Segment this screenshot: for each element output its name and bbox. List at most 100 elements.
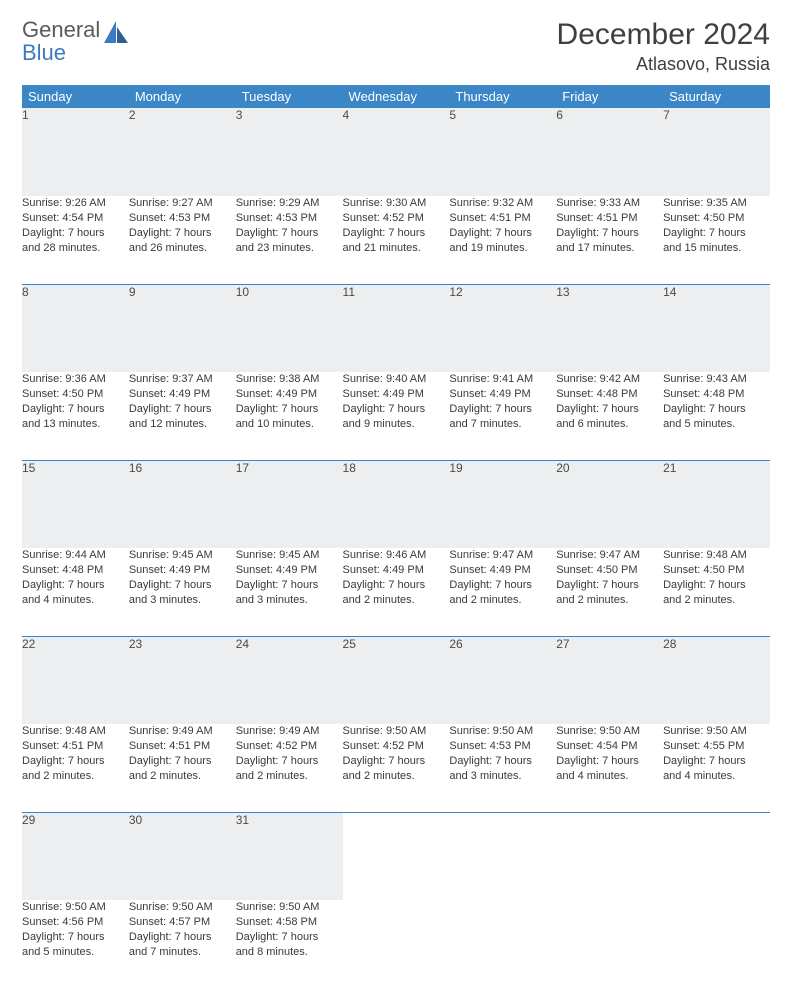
- day-info-line: Daylight: 7 hours: [236, 754, 343, 769]
- day-info-line: and 2 minutes.: [22, 769, 129, 784]
- day-number-cell: 18: [343, 460, 450, 548]
- day-number-cell: 14: [663, 284, 770, 372]
- day-info-line: and 4 minutes.: [22, 593, 129, 608]
- day-number-cell: 16: [129, 460, 236, 548]
- day-info-line: and 4 minutes.: [663, 769, 770, 784]
- logo: General Blue: [22, 18, 130, 64]
- month-title: December 2024: [557, 18, 770, 52]
- day-body-cell: Sunrise: 9:42 AMSunset: 4:48 PMDaylight:…: [556, 372, 663, 460]
- day-info-line: Sunrise: 9:48 AM: [22, 724, 129, 739]
- day-body-cell: Sunrise: 9:40 AMSunset: 4:49 PMDaylight:…: [343, 372, 450, 460]
- day-info-line: Sunset: 4:51 PM: [556, 211, 663, 226]
- day-info-line: Sunrise: 9:50 AM: [663, 724, 770, 739]
- day-body-cell: Sunrise: 9:50 AMSunset: 4:58 PMDaylight:…: [236, 900, 343, 988]
- weekday-header: Monday: [129, 85, 236, 108]
- day-number-cell: 19: [449, 460, 556, 548]
- day-info-line: Sunrise: 9:49 AM: [236, 724, 343, 739]
- day-number-cell: 28: [663, 636, 770, 724]
- location: Atlasovo, Russia: [557, 54, 770, 75]
- day-info-line: Daylight: 7 hours: [236, 226, 343, 241]
- day-info-line: Sunrise: 9:45 AM: [236, 548, 343, 563]
- day-body-cell: Sunrise: 9:32 AMSunset: 4:51 PMDaylight:…: [449, 196, 556, 284]
- day-body-cell: Sunrise: 9:35 AMSunset: 4:50 PMDaylight:…: [663, 196, 770, 284]
- day-info-line: Sunset: 4:57 PM: [129, 915, 236, 930]
- day-number-row: 22232425262728: [22, 636, 770, 724]
- day-info-line: and 13 minutes.: [22, 417, 129, 432]
- day-body-cell: Sunrise: 9:45 AMSunset: 4:49 PMDaylight:…: [129, 548, 236, 636]
- day-body-cell: Sunrise: 9:49 AMSunset: 4:51 PMDaylight:…: [129, 724, 236, 812]
- day-info-line: Sunrise: 9:32 AM: [449, 196, 556, 211]
- day-number-cell: 3: [236, 108, 343, 196]
- day-info-line: Sunrise: 9:26 AM: [22, 196, 129, 211]
- day-info-line: Daylight: 7 hours: [556, 578, 663, 593]
- day-info-line: Daylight: 7 hours: [663, 578, 770, 593]
- day-info-line: and 2 minutes.: [663, 593, 770, 608]
- day-number-cell: 11: [343, 284, 450, 372]
- header: General Blue December 2024 Atlasovo, Rus…: [22, 18, 770, 75]
- day-body-cell: Sunrise: 9:48 AMSunset: 4:50 PMDaylight:…: [663, 548, 770, 636]
- day-info-line: Sunrise: 9:37 AM: [129, 372, 236, 387]
- day-info-line: and 2 minutes.: [343, 769, 450, 784]
- day-body-row: Sunrise: 9:50 AMSunset: 4:56 PM Daylight:…: [22, 900, 770, 988]
- day-number-cell: 13: [556, 284, 663, 372]
- day-info-line: Daylight: 7 hours: [236, 930, 343, 945]
- day-number-cell: 21: [663, 460, 770, 548]
- day-info-line: Sunrise: 9:44 AM: [22, 548, 129, 563]
- day-info-line: and 2 minutes.: [556, 593, 663, 608]
- day-body-cell: Sunrise: 9:45 AMSunset: 4:49 PMDaylight:…: [236, 548, 343, 636]
- day-body-cell: Sunrise: 9:50 AMSunset: 4:57 PMDaylight:…: [129, 900, 236, 988]
- day-info-line: and 26 minutes.: [129, 241, 236, 256]
- day-info-line: Sunset: 4:48 PM: [663, 387, 770, 402]
- day-info-line: Daylight: 7 hours: [343, 578, 450, 593]
- day-info-line: and 5 minutes.: [663, 417, 770, 432]
- day-info-line: Sunset: 4:53 PM: [449, 739, 556, 754]
- day-body-cell: [556, 900, 663, 988]
- calendar-body: 1234567Sunrise: 9:26 AMSunset: 4:54 PMDa…: [22, 108, 770, 988]
- day-info-line: Sunrise: 9:48 AM: [663, 548, 770, 563]
- day-info-line: Sunset: 4:56 PM: [22, 915, 129, 930]
- day-body-cell: Sunrise: 9:50 AMSunset: 4:56 PMDaylight:…: [22, 900, 129, 988]
- day-info-line: and 3 minutes.: [129, 593, 236, 608]
- weekday-header: Thursday: [449, 85, 556, 108]
- day-info-line: and 7 minutes.: [449, 417, 556, 432]
- day-info-line: and 2 minutes.: [343, 593, 450, 608]
- day-info-line: Sunrise: 9:50 AM: [22, 900, 129, 915]
- day-info-line: and 21 minutes.: [343, 241, 450, 256]
- day-info-line: Daylight: 7 hours: [22, 754, 129, 769]
- day-body-cell: Sunrise: 9:27 AMSunset: 4:53 PMDaylight:…: [129, 196, 236, 284]
- weekday-header: Wednesday: [343, 85, 450, 108]
- day-info-line: Sunrise: 9:50 AM: [556, 724, 663, 739]
- calendar-table: SundayMondayTuesdayWednesdayThursdayFrid…: [22, 85, 770, 988]
- day-info-line: and 9 minutes.: [343, 417, 450, 432]
- day-info-line: and 17 minutes.: [556, 241, 663, 256]
- day-info-line: Sunrise: 9:45 AM: [129, 548, 236, 563]
- day-number-cell: [663, 812, 770, 900]
- day-info-line: Daylight: 7 hours: [449, 402, 556, 417]
- day-number-cell: 17: [236, 460, 343, 548]
- day-info-line: and 3 minutes.: [449, 769, 556, 784]
- day-body-cell: [449, 900, 556, 988]
- day-body-row: Sunrise: 9:36 AMSunset: 4:50 PMDaylight:…: [22, 372, 770, 460]
- day-info-line: Sunset: 4:54 PM: [22, 211, 129, 226]
- day-body-cell: Sunrise: 9:43 AMSunset: 4:48 PMDaylight:…: [663, 372, 770, 460]
- day-info-line: Daylight: 7 hours: [556, 754, 663, 769]
- day-number-cell: 20: [556, 460, 663, 548]
- day-info-line: and 23 minutes.: [236, 241, 343, 256]
- day-info-line: Sunrise: 9:38 AM: [236, 372, 343, 387]
- day-number-cell: 15: [22, 460, 129, 548]
- day-info-line: Sunset: 4:51 PM: [449, 211, 556, 226]
- day-info-line: and 4 minutes.: [556, 769, 663, 784]
- weekday-header: Sunday: [22, 85, 129, 108]
- day-info-line: Sunset: 4:48 PM: [22, 563, 129, 578]
- day-info-line: Sunset: 4:50 PM: [663, 211, 770, 226]
- day-number-cell: 2: [129, 108, 236, 196]
- day-body-cell: Sunrise: 9:33 AMSunset: 4:51 PMDaylight:…: [556, 196, 663, 284]
- day-body-cell: Sunrise: 9:49 AMSunset: 4:52 PMDaylight:…: [236, 724, 343, 812]
- day-info-line: and 2 minutes.: [449, 593, 556, 608]
- day-info-line: Sunrise: 9:36 AM: [22, 372, 129, 387]
- day-info-line: and 28 minutes.: [22, 241, 129, 256]
- day-number-cell: 22: [22, 636, 129, 724]
- day-body-cell: [663, 900, 770, 988]
- day-body-row: Sunrise: 9:26 AMSunset: 4:54 PM Daylight:…: [22, 196, 770, 284]
- weekday-header-row: SundayMondayTuesdayWednesdayThursdayFrid…: [22, 85, 770, 108]
